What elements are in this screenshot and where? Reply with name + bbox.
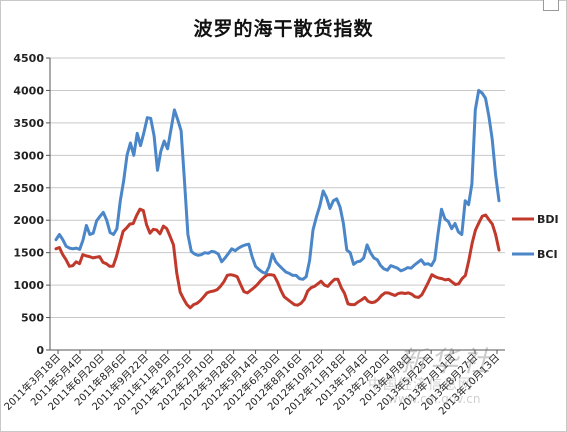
y-tick-label: 4000 [13, 84, 44, 97]
watermark-sub: 中国经济信息网 [368, 377, 473, 393]
y-tick-label: 3500 [13, 117, 44, 130]
y-tick-label: 2500 [13, 182, 44, 195]
y-tick-label: 4500 [13, 52, 44, 65]
y-tick-label: 0 [36, 344, 44, 357]
watermark-url: www.cei.gov.cn [388, 392, 481, 406]
y-tick-label: 1500 [13, 247, 44, 260]
window-corner [543, 0, 559, 11]
legend-label-bdi: BDI [537, 213, 559, 226]
series-line-bdi [54, 207, 501, 310]
watermark: 新华社 中国经济信息网 www.cei.gov.cn [368, 340, 567, 430]
legend-label-bci: BCI [537, 248, 558, 261]
y-tick-label: 3000 [13, 149, 44, 162]
series [54, 88, 501, 310]
chart-title: 波罗的海干散货指数 [193, 18, 374, 40]
y-tick-label: 2000 [13, 214, 44, 227]
watermark-main: 新华社 [398, 345, 495, 378]
y-axis-ticks: 0 500 1000 1500 2000 2500 3000 3500 4000 4500 [13, 52, 44, 357]
x-axis-ticks: 2011年3月18日2011年5月4日2011年6月20日2011年8月6日20… [1, 351, 502, 417]
legend: BDI BCI [512, 213, 559, 261]
series-line-bci [54, 88, 501, 281]
y-tick-label: 500 [21, 312, 44, 325]
y-tick-label: 1000 [13, 279, 44, 292]
axes [46, 57, 505, 354]
